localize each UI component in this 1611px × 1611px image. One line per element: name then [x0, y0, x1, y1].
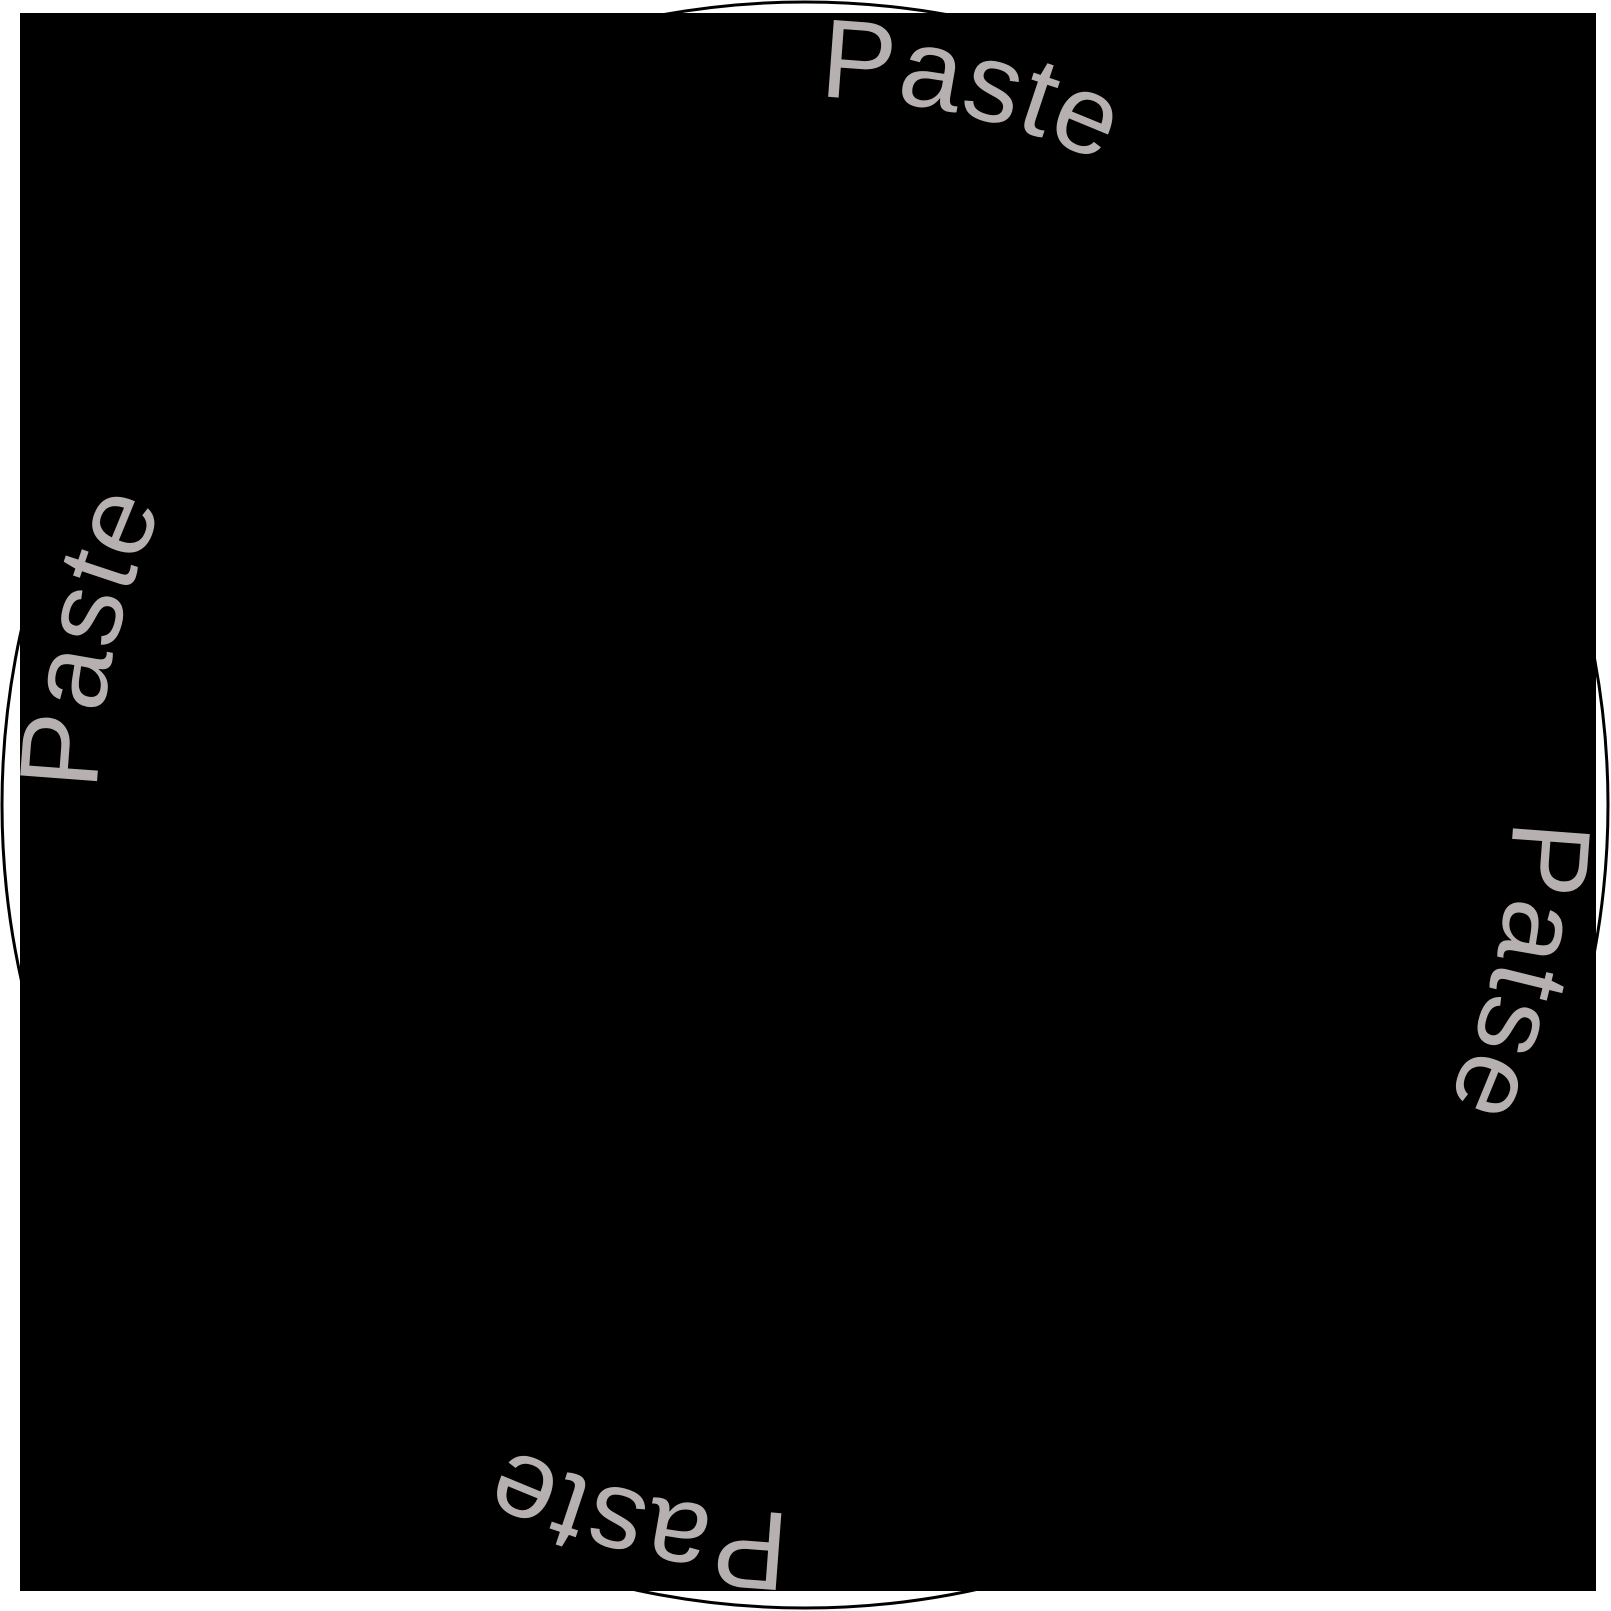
menu-panel [20, 13, 1596, 1591]
